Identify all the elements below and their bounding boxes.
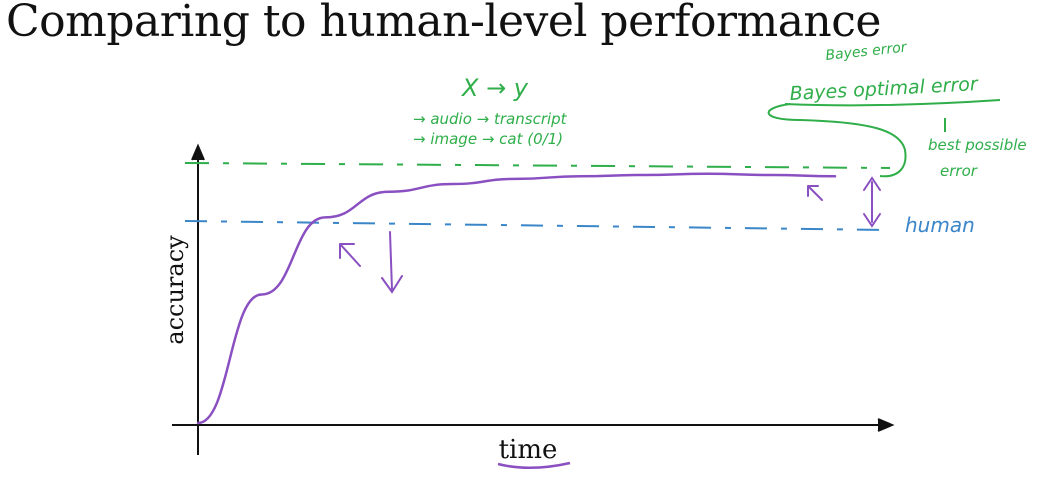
gap-arrows xyxy=(339,176,881,294)
bayes-label-underline xyxy=(784,99,1001,107)
bayes-annotations: Bayes error Bayes optimal error best pos… xyxy=(767,39,1027,180)
avoidable-bias-arrow xyxy=(863,176,881,228)
mapping-image-cat: → image → cat (0/1) xyxy=(413,130,563,148)
bayes-optimal-error-label: Bayes optimal error xyxy=(789,73,979,105)
y-axis-arrowhead xyxy=(191,143,205,161)
mapping-x-to-y: X → y xyxy=(460,74,529,102)
x-axis-label: time xyxy=(499,435,558,465)
below-human-arrow-down xyxy=(381,231,403,294)
bayes-bracket xyxy=(767,103,907,178)
x-axis-arrowhead xyxy=(877,418,895,432)
mapping-audio-transcript: → audio → transcript xyxy=(413,110,568,128)
human-label: human xyxy=(905,213,975,237)
human-level-line xyxy=(184,220,891,231)
axes xyxy=(172,143,895,455)
bayes-error-label: Bayes error xyxy=(825,39,909,64)
below-human-arrow-up xyxy=(339,243,361,267)
bayes-optimal-error-line xyxy=(184,162,891,169)
y-axis-label: accuracy xyxy=(161,235,189,345)
best-possible-error-label-2: error xyxy=(940,162,978,180)
accuracy-curve xyxy=(196,172,837,425)
mapping-annotations: X → y → audio → transcript → image → cat… xyxy=(413,74,568,148)
slide-title: Comparing to human-level performance xyxy=(6,0,881,47)
near-bayes-arrow xyxy=(807,185,823,201)
x-axis-label-underline xyxy=(497,461,571,470)
best-possible-error-label-1: best possible xyxy=(928,136,1027,154)
